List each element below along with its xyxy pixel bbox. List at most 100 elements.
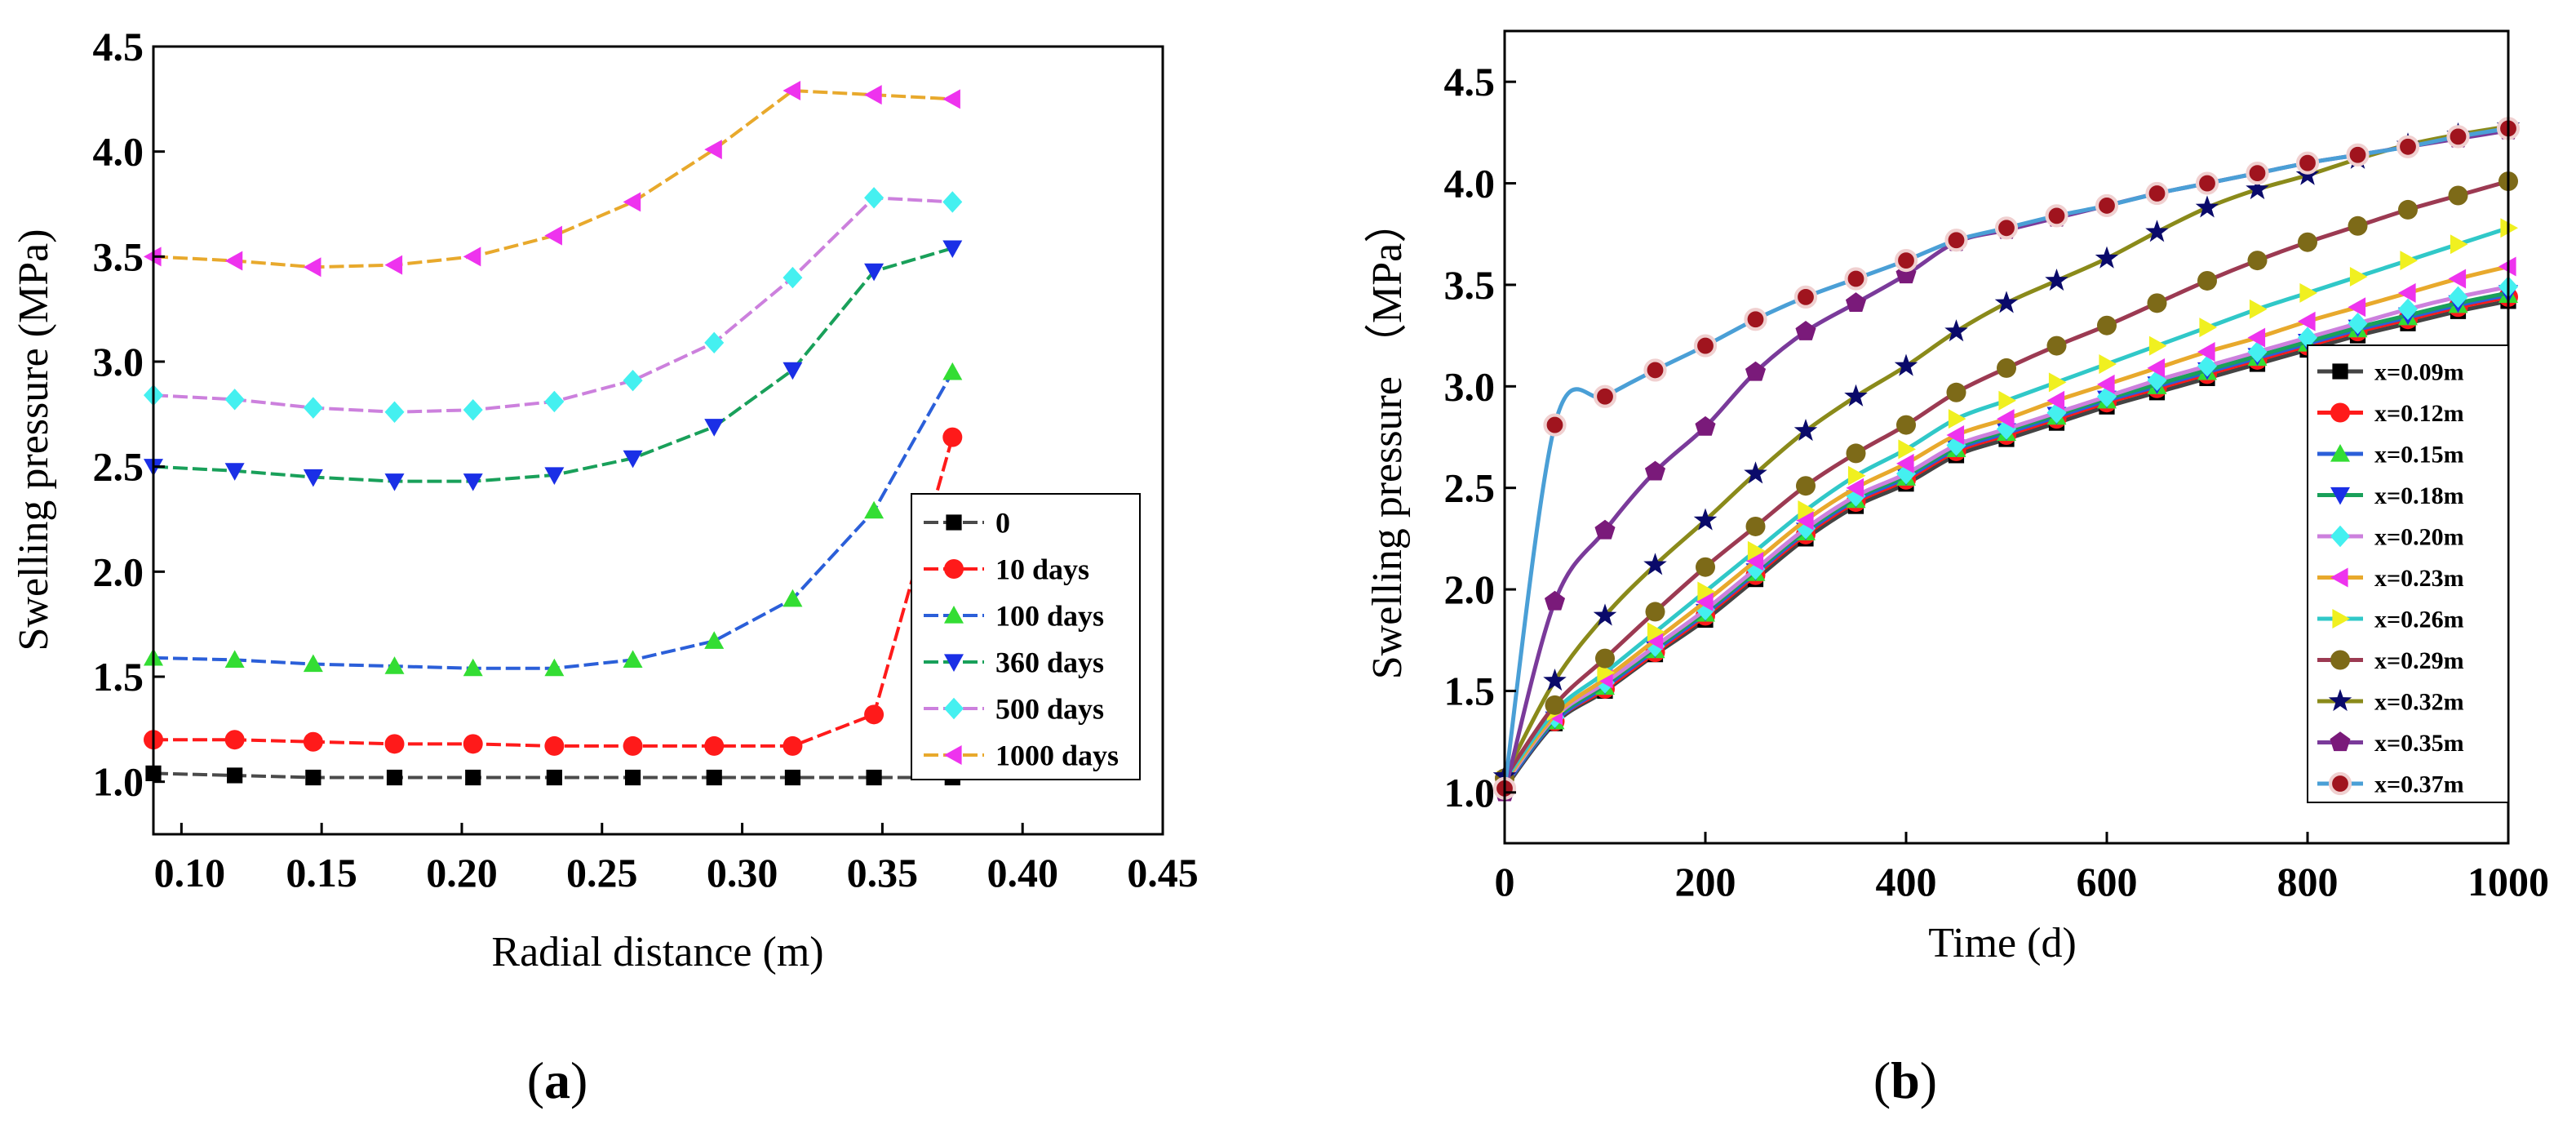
data-point — [1645, 602, 1665, 622]
series-line — [153, 437, 955, 748]
data-point — [1997, 418, 2016, 440]
data-point — [1693, 508, 1718, 531]
y-tick-label: 2.5 — [1444, 465, 1496, 511]
data-point — [1798, 500, 1816, 521]
data-point — [942, 89, 960, 109]
y-tick-label: 3.5 — [93, 233, 144, 279]
data-point — [1644, 460, 1666, 481]
data-point — [704, 631, 725, 649]
data-point — [783, 589, 803, 607]
data-point — [1695, 415, 1716, 436]
data-point — [2348, 215, 2368, 236]
x-tick-label: 600 — [2077, 859, 2138, 904]
series-500-days — [144, 187, 963, 423]
data-point — [303, 257, 321, 278]
x-tick-label: 400 — [1876, 859, 1937, 904]
y-axis-title-b: Swelling pressure （MPa） — [1364, 201, 1411, 679]
series-line — [153, 196, 953, 414]
data-point — [2249, 299, 2268, 319]
data-point — [623, 735, 643, 756]
data-point — [384, 734, 405, 754]
data-point — [704, 419, 725, 437]
data-point — [1946, 425, 1965, 446]
data-point — [623, 369, 643, 392]
data-point — [1997, 358, 2016, 378]
data-point — [1545, 695, 1565, 715]
data-point — [2398, 298, 2418, 320]
series-layer-a — [144, 81, 963, 786]
data-point — [544, 225, 562, 246]
data-point — [942, 191, 963, 213]
data-point — [2450, 234, 2468, 255]
data-point — [1898, 439, 1916, 460]
legend-marker — [944, 654, 964, 672]
data-point — [623, 192, 641, 212]
data-point — [2396, 135, 2420, 158]
data-point — [2046, 402, 2067, 424]
x-tick-label: 0.15 — [286, 850, 357, 895]
data-point — [2247, 327, 2266, 348]
y-tick-label: 3.5 — [1444, 262, 1496, 308]
legend-label: 1000 days — [995, 740, 1119, 772]
data-point — [864, 263, 885, 282]
data-point — [704, 735, 725, 756]
data-point — [2448, 185, 2468, 206]
x-tick-label: 0.10 — [154, 850, 226, 895]
data-point — [1745, 551, 1764, 571]
data-point — [704, 140, 722, 160]
x-axis-title-b: Time (d) — [1928, 920, 2077, 966]
data-point — [463, 658, 483, 677]
legend-label: x=0.32m — [2374, 689, 2464, 716]
data-point — [1997, 409, 2015, 429]
series-10-days — [144, 427, 963, 756]
data-point — [224, 730, 245, 750]
data-point — [2045, 268, 2068, 291]
data-point — [463, 473, 483, 491]
data-point — [1844, 267, 1868, 291]
legend-label: 10 days — [995, 553, 1089, 586]
legend-label: x=0.15m — [2374, 442, 2464, 469]
data-point — [783, 735, 803, 756]
data-point — [1944, 319, 1968, 342]
data-point — [2197, 342, 2215, 362]
data-point — [384, 255, 403, 275]
data-point — [2097, 374, 2115, 394]
data-point — [2349, 266, 2368, 287]
data-point — [1847, 465, 1866, 486]
legend-marker — [2330, 444, 2350, 462]
legend-label: x=0.26m — [2374, 606, 2464, 633]
legend-label: 360 days — [995, 646, 1104, 679]
series-0 — [145, 765, 960, 786]
data-point — [1745, 516, 1766, 536]
data-point — [546, 769, 562, 786]
data-point — [224, 463, 245, 481]
data-point — [1846, 443, 1866, 464]
data-point — [2048, 372, 2067, 393]
data-point — [2145, 181, 2169, 206]
data-point — [1795, 320, 1816, 340]
data-point — [784, 769, 801, 786]
y-tick-label: 1.0 — [1444, 770, 1496, 815]
legend-box-a — [911, 493, 1141, 780]
data-point — [1647, 622, 1665, 642]
data-point — [942, 362, 963, 380]
data-point — [2046, 390, 2065, 411]
x-tick-label: 1000 — [2467, 859, 2549, 904]
series-line — [153, 247, 953, 483]
data-point — [1745, 361, 1767, 381]
data-point — [864, 500, 885, 519]
data-point — [1543, 669, 1567, 691]
data-point — [1896, 463, 1916, 485]
legend-label: x=0.35m — [2374, 730, 2464, 757]
data-point — [2398, 282, 2416, 303]
data-point — [2195, 171, 2219, 195]
data-point — [2199, 318, 2217, 338]
y-axis-title-a: Swelling pressure (MPa) — [11, 229, 57, 651]
data-point — [2348, 313, 2368, 335]
legend-marker — [2332, 609, 2350, 629]
data-point — [1744, 461, 1767, 484]
legend-a: 0 10 days 100 days 360 days 500 days 1000 day… — [911, 493, 1141, 780]
legend-label: x=0.09m — [2374, 359, 2464, 386]
legend-marker — [2328, 771, 2352, 796]
